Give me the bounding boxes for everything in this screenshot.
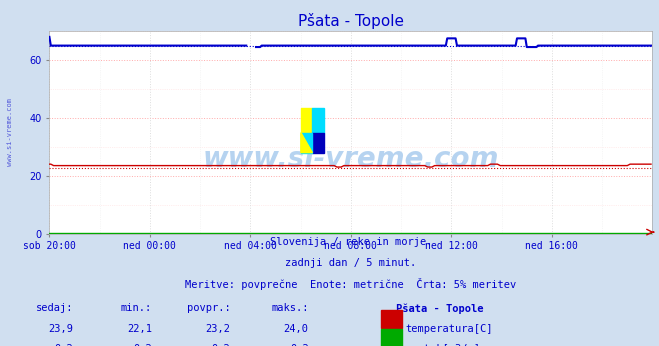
Text: 0,2: 0,2 [133,344,152,346]
Text: sedaj:: sedaj: [36,303,74,313]
Text: zadnji dan / 5 minut.: zadnji dan / 5 minut. [285,257,416,267]
Text: Meritve: povprečne  Enote: metrične  Črta: 5% meritev: Meritve: povprečne Enote: metrične Črta:… [185,278,517,290]
Text: min.:: min.: [121,303,152,313]
Text: temperatura[C]: temperatura[C] [405,324,493,334]
Text: povpr.:: povpr.: [186,303,231,313]
Bar [312,108,324,133]
Text: maks.:: maks.: [272,303,308,313]
Text: 0,2: 0,2 [290,344,308,346]
Bar [381,329,402,346]
Text: www.si-vreme.com: www.si-vreme.com [7,98,13,166]
Bar [301,133,312,153]
Bar [301,108,312,133]
Text: pretok[m3/s]: pretok[m3/s] [405,344,480,346]
Text: 22,1: 22,1 [127,324,152,334]
Bar [312,133,324,153]
Text: www.si-vreme.com: www.si-vreme.com [203,145,499,173]
Bar [381,310,402,328]
Text: 23,2: 23,2 [206,324,231,334]
Title: Pšata - Topole: Pšata - Topole [298,12,404,29]
Polygon shape [301,133,312,153]
Text: 23,9: 23,9 [49,324,74,334]
Text: 0,2: 0,2 [55,344,74,346]
Text: 24,0: 24,0 [284,324,308,334]
Text: Slovenija / reke in morje.: Slovenija / reke in morje. [270,237,432,247]
Text: 0,2: 0,2 [212,344,231,346]
Text: Pšata - Topole: Pšata - Topole [396,303,484,314]
